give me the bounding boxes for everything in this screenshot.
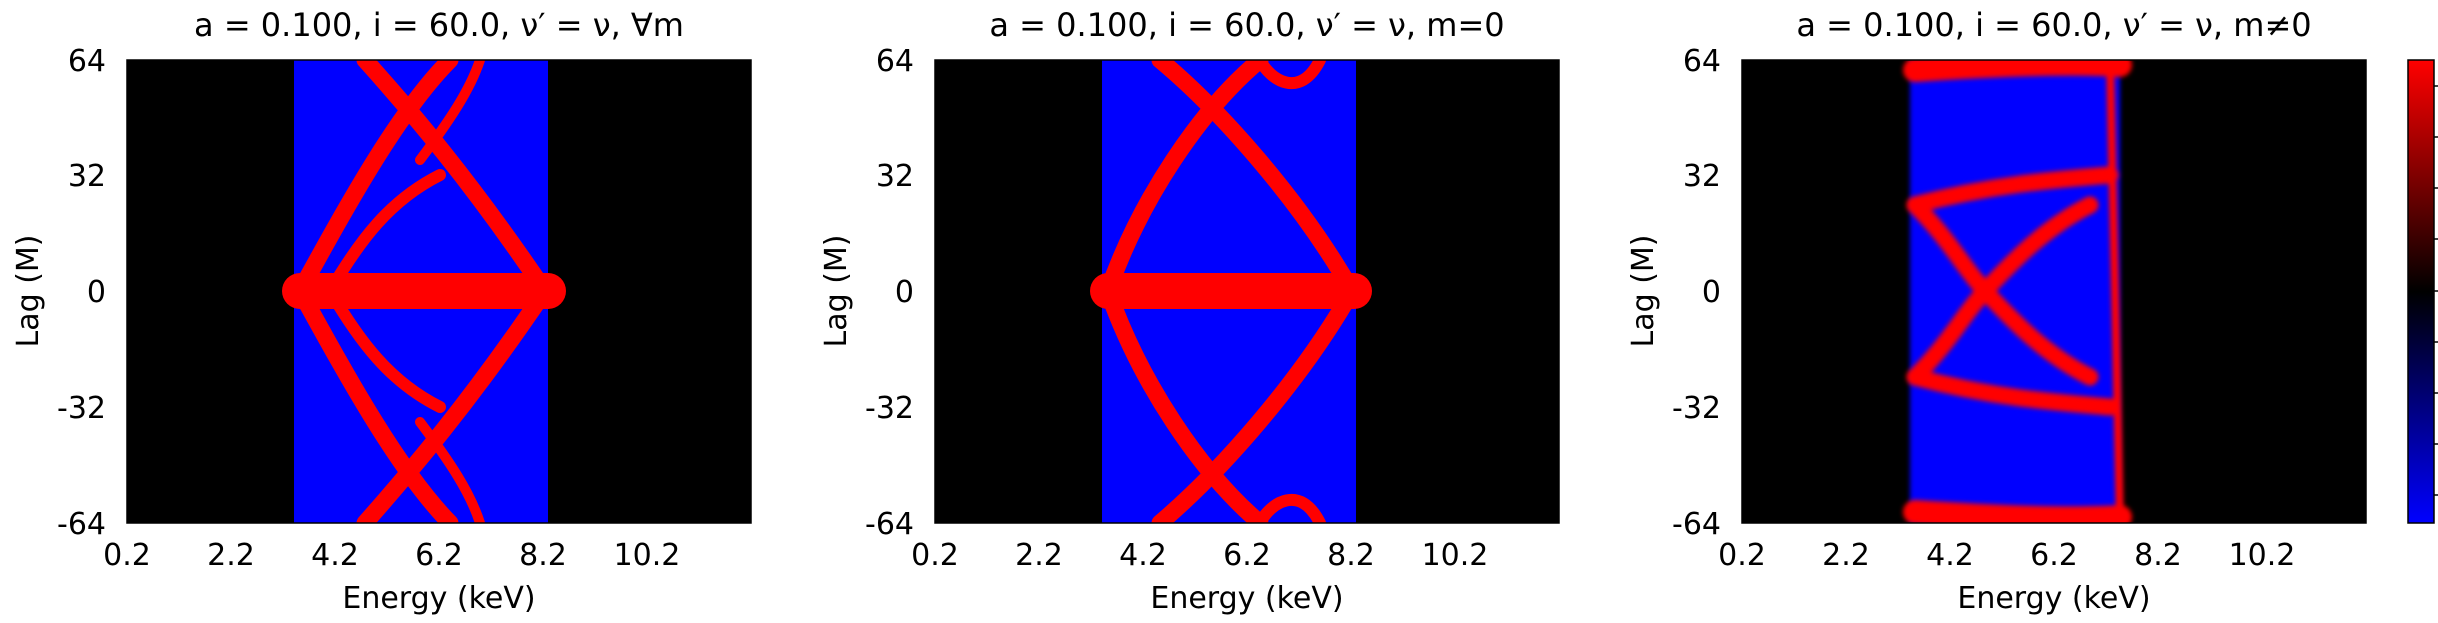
x-tick-label: 4.2 — [1119, 538, 1167, 573]
y-tick-label: -32 — [1672, 391, 1721, 426]
heatmap-features — [1090, 60, 1372, 523]
subplot-1: a = 0.100, i = 60.0, ν′ = ν, ∀m Lag (M) … — [11, 6, 752, 616]
subplot-3: a = 0.100, i = 60.0, ν′ = ν, m≠0 Lag (M)… — [1626, 6, 2367, 616]
y-tick-label: 64 — [876, 44, 914, 79]
x-ticks: 0.2 2.2 4.2 6.2 8.2 10.2 — [103, 538, 680, 573]
x-tick-label: 2.2 — [1822, 538, 1870, 573]
x-tick-label: 8.2 — [1327, 538, 1375, 573]
colorbar-ticks — [2434, 85, 2438, 496]
plot-frame — [1741, 59, 2367, 524]
plot-frame — [126, 59, 752, 524]
y-tick-label: -32 — [57, 391, 106, 426]
heatmap-band — [1910, 60, 2120, 523]
y-tick-label: 32 — [1683, 159, 1721, 194]
x-tick-label: 0.2 — [1718, 538, 1766, 573]
y-axis-label: Lag (M) — [819, 235, 854, 348]
x-ticks: 0.2 2.2 4.2 6.2 8.2 10.2 — [911, 538, 1488, 573]
plot-frame — [934, 59, 1560, 524]
x-axis-label: Energy (keV) — [1150, 581, 1343, 616]
colorbar-gradient — [2407, 59, 2435, 524]
x-tick-label: 4.2 — [1926, 538, 1974, 573]
x-tick-label: 10.2 — [614, 538, 681, 573]
subplot-2: a = 0.100, i = 60.0, ν′ = ν, m=0 Lag (M)… — [819, 6, 1560, 616]
x-tick-label: 2.2 — [207, 538, 255, 573]
y-axis-label: Lag (M) — [1626, 235, 1661, 348]
y-tick-label: 32 — [68, 159, 106, 194]
x-axis-label: Energy (keV) — [342, 581, 535, 616]
subplot-title: a = 0.100, i = 60.0, ν′ = ν, m≠0 — [1796, 6, 2311, 44]
x-tick-label: 0.2 — [911, 538, 959, 573]
y-ticks: 64 32 0 -32 -64 — [57, 44, 106, 542]
heatmap-features — [282, 60, 566, 523]
x-tick-label: 2.2 — [1015, 538, 1063, 573]
x-tick-label: 6.2 — [1223, 538, 1271, 573]
x-tick-label: 0.2 — [103, 538, 151, 573]
x-tick-label: 8.2 — [2134, 538, 2182, 573]
y-axis-label: Lag (M) — [11, 235, 46, 348]
x-tick-label: 8.2 — [519, 538, 567, 573]
y-tick-label: -32 — [865, 391, 914, 426]
x-tick-label: 6.2 — [2030, 538, 2078, 573]
x-tick-label: 10.2 — [1422, 538, 1489, 573]
y-tick-label: 0 — [1702, 275, 1721, 310]
y-ticks: 64 32 0 -32 -64 — [865, 44, 914, 542]
y-tick-label: -64 — [1672, 507, 1721, 542]
y-ticks: 64 32 0 -32 -64 — [1672, 44, 1721, 542]
x-tick-label: 6.2 — [415, 538, 463, 573]
y-tick-label: -64 — [865, 507, 914, 542]
x-ticks: 0.2 2.2 4.2 6.2 8.2 10.2 — [1718, 538, 2295, 573]
y-tick-label: -64 — [57, 507, 106, 542]
y-tick-label: 64 — [68, 44, 106, 79]
y-tick-label: 0 — [87, 275, 106, 310]
x-tick-label: 4.2 — [311, 538, 359, 573]
x-tick-label: 10.2 — [2229, 538, 2296, 573]
y-tick-label: 0 — [895, 275, 914, 310]
y-tick-label: 64 — [1683, 44, 1721, 79]
subplot-title: a = 0.100, i = 60.0, ν′ = ν, m=0 — [989, 6, 1504, 44]
heatmap-features — [1903, 60, 2132, 523]
subplot-title: a = 0.100, i = 60.0, ν′ = ν, ∀m — [194, 6, 684, 44]
colorbar — [2407, 59, 2438, 524]
x-axis-label: Energy (keV) — [1957, 581, 2150, 616]
y-tick-label: 32 — [876, 159, 914, 194]
